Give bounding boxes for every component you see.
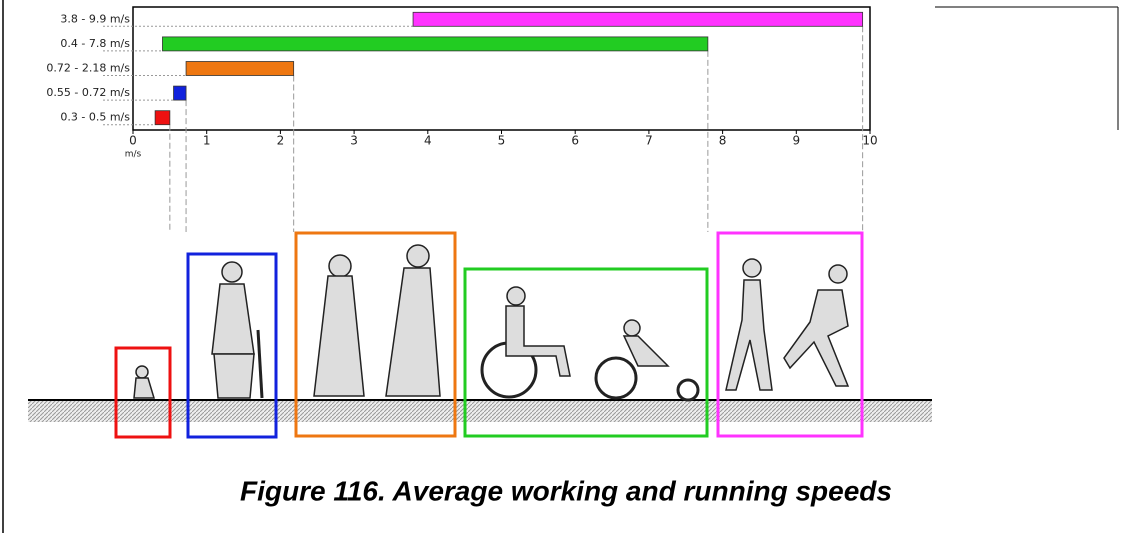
- x-tick-label: 8: [719, 134, 727, 148]
- bar: [185, 61, 295, 76]
- x-tick-label: 7: [645, 134, 653, 148]
- caption: Figure 116. Average working and running …: [240, 475, 892, 506]
- x-axis-label: m/s: [125, 150, 142, 160]
- x-tick-label: 6: [571, 134, 579, 148]
- bar: [173, 85, 187, 101]
- ground: [28, 400, 932, 422]
- group-boxes: [114, 231, 864, 439]
- category-label: 0.72 - 2.18 m/s: [46, 62, 130, 75]
- figures: [133, 244, 850, 402]
- category-label: 0.55 - 0.72 m/s: [46, 86, 130, 99]
- category-label: 3.8 - 9.9 m/s: [60, 12, 130, 25]
- x-tick-label: 0: [129, 134, 137, 148]
- x-tick-label: 1: [203, 134, 211, 148]
- x-tick-label: 9: [792, 134, 800, 148]
- category-label: 0.3 - 0.5 m/s: [60, 111, 130, 124]
- category-label: 0.4 - 7.8 m/s: [60, 37, 130, 50]
- x-tick-label: 2: [277, 134, 285, 148]
- x-tick-label: 4: [424, 134, 432, 148]
- x-tick-label: 3: [350, 134, 358, 148]
- bar: [412, 11, 864, 27]
- bar: [154, 110, 171, 126]
- x-tick-label: 5: [498, 134, 506, 148]
- bar: [162, 36, 709, 52]
- x-tick-label: 10: [862, 134, 877, 148]
